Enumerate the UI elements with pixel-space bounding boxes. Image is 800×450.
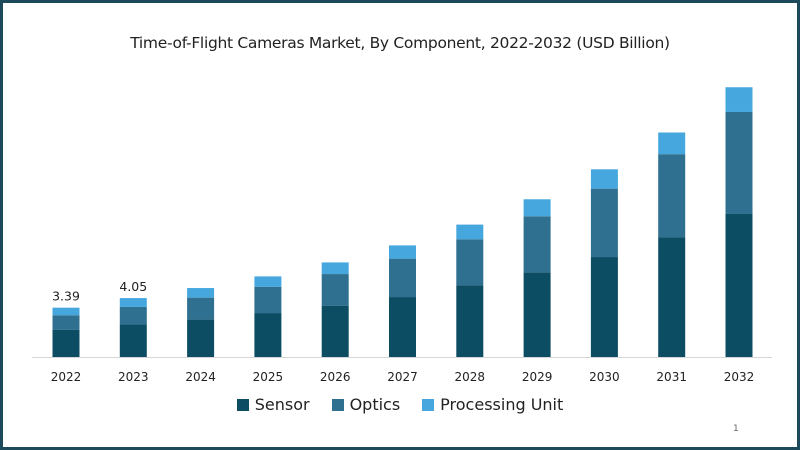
legend-label: Processing Unit bbox=[440, 395, 564, 414]
bar-processing-unit-2024 bbox=[187, 288, 215, 298]
bar-processing-unit-2028 bbox=[456, 224, 484, 240]
bar-sensor-2029 bbox=[523, 272, 551, 357]
bar-optics-2028 bbox=[456, 239, 484, 286]
bar-processing-unit-2025 bbox=[254, 276, 282, 287]
bar-optics-2023 bbox=[119, 306, 147, 325]
chart-title: Time-of-Flight Cameras Market, By Compon… bbox=[130, 34, 670, 52]
bar-optics-2029 bbox=[523, 216, 551, 273]
legend-label: Sensor bbox=[254, 395, 310, 414]
bar-optics-2025 bbox=[254, 286, 282, 314]
x-tick-label: 2023 bbox=[118, 370, 149, 384]
legend-item: Optics bbox=[331, 395, 401, 414]
legend-item: Sensor bbox=[236, 395, 310, 414]
bar-sensor-2032 bbox=[725, 213, 753, 357]
bar-sensor-2025 bbox=[254, 313, 282, 357]
legend-swatch bbox=[422, 398, 435, 411]
legend-item: Processing Unit bbox=[422, 395, 563, 414]
bar-processing-unit-2030 bbox=[590, 169, 618, 189]
legend-label: Optics bbox=[349, 395, 401, 414]
x-tick-label: 2028 bbox=[455, 370, 486, 384]
bar-optics-2026 bbox=[321, 274, 349, 306]
x-tick-label: 2024 bbox=[185, 370, 216, 384]
x-tick-label: 2022 bbox=[51, 370, 82, 384]
bar-processing-unit-2031 bbox=[658, 132, 686, 155]
x-tick-label: 2027 bbox=[387, 370, 418, 384]
bar-processing-unit-2026 bbox=[321, 262, 349, 275]
legend: Sensor Optics Processing Unit bbox=[0, 395, 800, 414]
bar-processing-unit-2023 bbox=[119, 298, 147, 307]
bar-processing-unit-2029 bbox=[523, 199, 551, 217]
bar-optics-2022 bbox=[52, 315, 80, 330]
bar-sensor-2026 bbox=[321, 305, 349, 357]
legend-swatch bbox=[236, 398, 249, 411]
bar-sensor-2028 bbox=[456, 285, 484, 357]
bar-sensor-2022 bbox=[52, 329, 80, 357]
bar-sensor-2027 bbox=[389, 297, 416, 357]
bar-sensor-2024 bbox=[187, 319, 215, 357]
x-tick-label: 2026 bbox=[320, 370, 351, 384]
bar-optics-2032 bbox=[725, 111, 753, 214]
bar-optics-2024 bbox=[187, 297, 215, 320]
x-tick-label: 2032 bbox=[724, 370, 755, 384]
page-number: 1 bbox=[733, 424, 739, 434]
data-label: 4.05 bbox=[119, 279, 147, 294]
bar-sensor-2031 bbox=[658, 237, 686, 357]
bar-processing-unit-2022 bbox=[52, 307, 80, 316]
x-tick-label: 2029 bbox=[522, 370, 553, 384]
x-tick-label: 2025 bbox=[253, 370, 284, 384]
bar-processing-unit-2032 bbox=[725, 87, 753, 112]
x-tick-label: 2030 bbox=[589, 370, 620, 384]
data-label: 3.39 bbox=[52, 289, 80, 304]
bar-optics-2031 bbox=[658, 154, 686, 238]
legend-swatch bbox=[331, 398, 344, 411]
bar-optics-2027 bbox=[389, 258, 416, 298]
bar-sensor-2030 bbox=[590, 257, 618, 357]
bar-optics-2030 bbox=[590, 188, 618, 258]
bar-sensor-2023 bbox=[119, 324, 147, 357]
x-tick-label: 2031 bbox=[656, 370, 687, 384]
bar-processing-unit-2027 bbox=[389, 245, 416, 259]
